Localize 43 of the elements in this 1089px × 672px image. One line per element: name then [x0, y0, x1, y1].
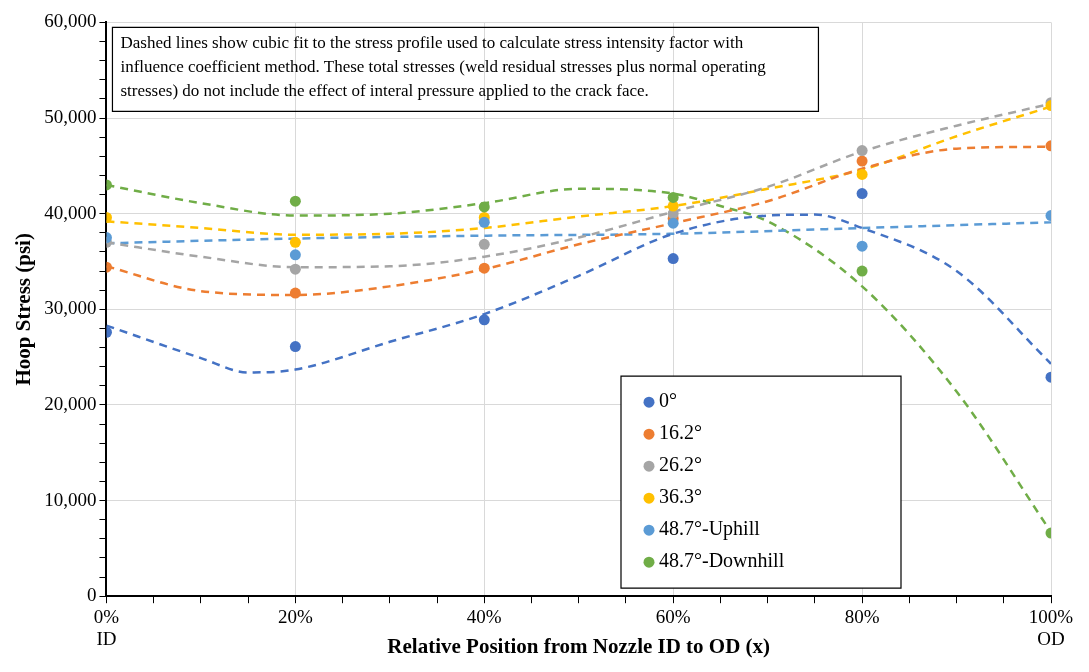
x-axis-title: Relative Position from Nozzle ID to OD (x) — [387, 633, 771, 658]
y-tick-label: 0 — [86, 584, 97, 606]
point — [478, 238, 490, 250]
y-tick-label: 50,000 — [44, 106, 97, 128]
y-axis-title: Hoop Stress (psi) — [11, 233, 36, 386]
point — [478, 201, 490, 213]
point — [667, 191, 679, 203]
y-tick-label: 40,000 — [44, 201, 97, 223]
line-series — [106, 213, 1051, 374]
annotation: Dashed lines show cubic fit to the stress profile used to calculate stress intensity factor with influence coefficient method. These total stresses (weld residual stresses plus normal operating stresses) do not include the effect of interal pressure applied to the crack face. — [120, 33, 767, 101]
point — [667, 253, 679, 265]
point — [289, 236, 301, 248]
x-tick-label: 0% ID — [93, 605, 120, 650]
point — [289, 249, 301, 261]
point — [289, 263, 301, 275]
legend-label: 48.7°-Uphill — [659, 517, 761, 541]
legend-label: 26.2° — [659, 453, 702, 476]
point — [289, 341, 301, 353]
point — [856, 188, 868, 200]
point — [856, 240, 868, 252]
legend-label: 16.2° — [659, 421, 702, 444]
y-tick-label: 30,000 — [44, 297, 97, 319]
point — [289, 195, 301, 207]
point — [856, 168, 868, 180]
y-tick-label: 60,000 — [44, 10, 97, 32]
point — [478, 314, 490, 326]
legend-label: 0° — [659, 389, 677, 412]
x-tick-label: 40% — [466, 605, 502, 627]
point — [667, 217, 679, 229]
y-tick-label: 10,000 — [44, 488, 97, 510]
point — [289, 287, 301, 299]
x-tick-label: 100% OD — [1028, 605, 1074, 650]
x-tick-label: 80% — [844, 605, 880, 627]
y-tick-label: 20,000 — [44, 392, 97, 414]
x-tick-label: 60% — [655, 605, 691, 627]
legend-label: 48.7°-Downhill — [659, 549, 785, 572]
point — [856, 265, 868, 277]
point — [856, 155, 868, 167]
x-tick-label: 20% — [277, 605, 313, 627]
legend-label: 36.3° — [659, 485, 702, 508]
point — [478, 262, 490, 274]
point — [856, 145, 868, 157]
point — [478, 216, 490, 228]
